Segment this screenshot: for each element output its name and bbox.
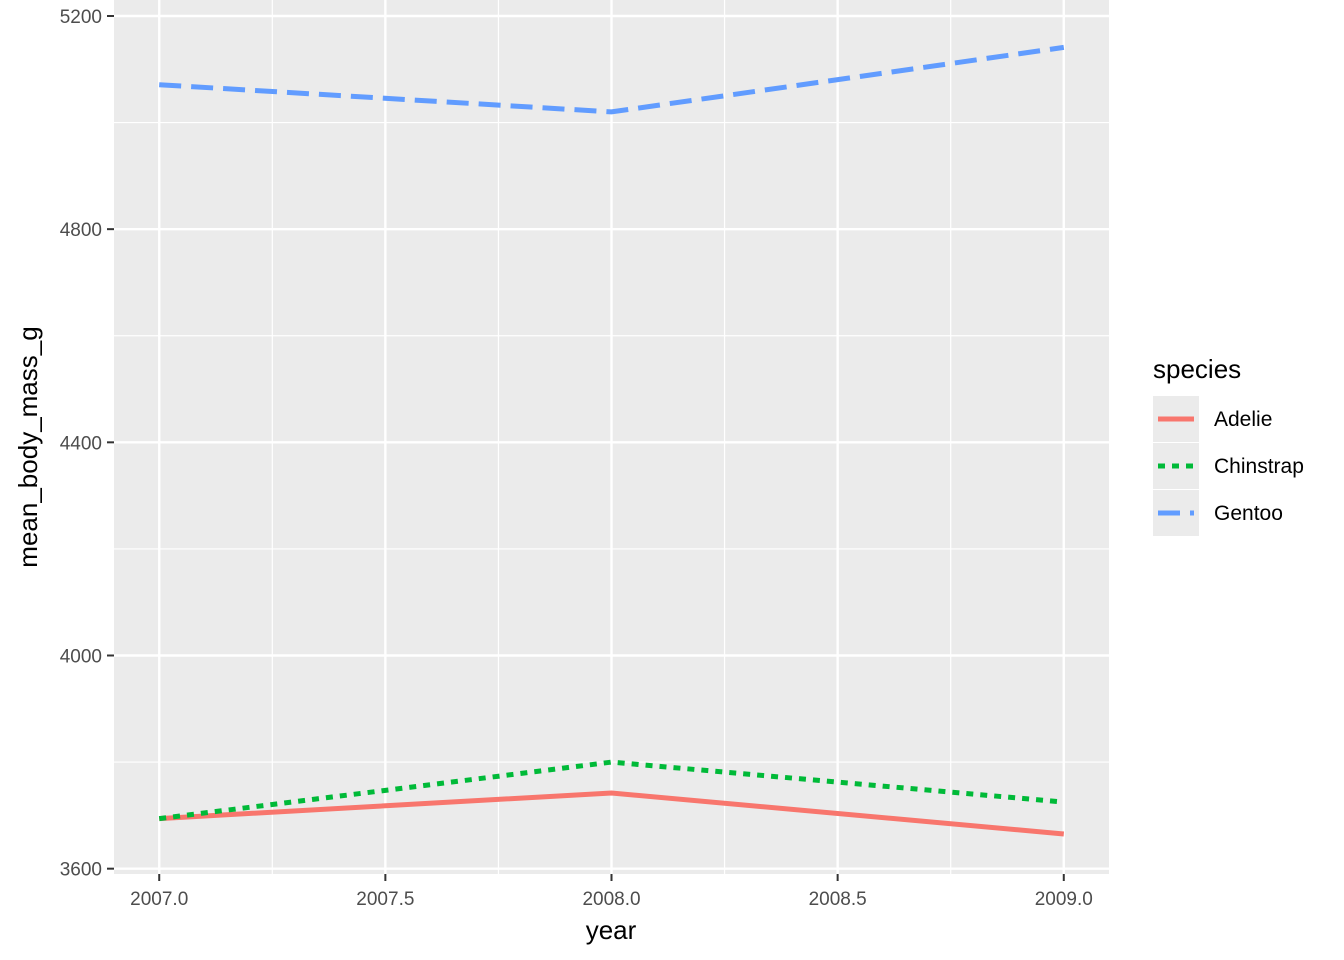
y-tick-label: 3600 — [60, 860, 102, 881]
x-tick-label: 2007.0 — [130, 889, 188, 910]
y-tick-label: 4000 — [60, 647, 102, 668]
legend-label: Gentoo — [1214, 502, 1283, 525]
y-axis-title: mean_body_mass_g — [13, 326, 43, 567]
major-gridlines — [114, 0, 1109, 874]
legend: species Adelie Chinstrap Gentoo — [1153, 354, 1304, 536]
y-axis: 3600 4000 4400 4800 5200 — [60, 7, 114, 881]
x-tick-label: 2008.0 — [582, 889, 640, 910]
y-tick-label: 4400 — [60, 433, 102, 454]
y-tick-label: 4800 — [60, 220, 102, 241]
x-tick-label: 2007.5 — [356, 889, 414, 910]
legend-label: Adelie — [1214, 408, 1272, 431]
y-tick-label: 5200 — [60, 7, 102, 28]
series-line-gentoo — [159, 44, 1065, 115]
x-axis: 2007.0 2007.5 2008.0 2008.5 2009.0 — [130, 874, 1093, 910]
series-line-chinstrap — [158, 759, 1065, 822]
legend-label: Chinstrap — [1214, 455, 1304, 478]
x-axis-title: year — [586, 915, 637, 945]
x-tick-label: 2009.0 — [1035, 889, 1093, 910]
series-line-adelie — [159, 790, 1065, 837]
series-lines — [158, 44, 1065, 837]
x-tick-label: 2008.5 — [809, 889, 867, 910]
legend-title: species — [1153, 354, 1241, 384]
